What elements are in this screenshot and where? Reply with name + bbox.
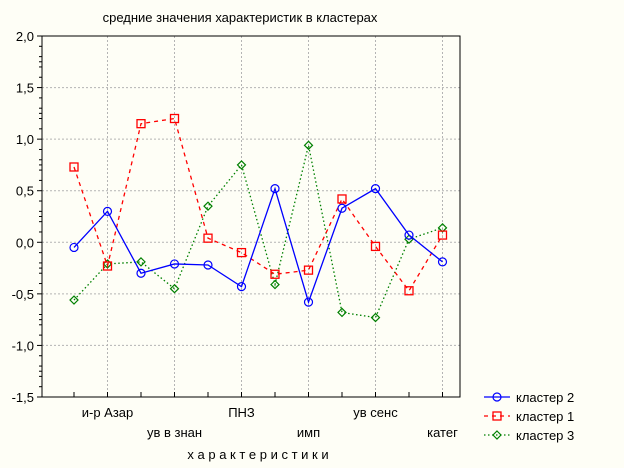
- data-point: [69, 162, 79, 172]
- data-point: [270, 269, 280, 279]
- data-point: [303, 265, 314, 275]
- data-point: [404, 286, 414, 296]
- chart-title: средние значения характеристик в кластер…: [103, 10, 378, 25]
- x-tick-label: ПНЗ: [228, 405, 255, 420]
- data-point: [236, 160, 247, 170]
- data-point: [69, 242, 79, 253]
- data-point: [102, 206, 113, 216]
- data-point: [236, 282, 247, 292]
- data-point: [236, 247, 247, 258]
- data-point: [169, 283, 180, 294]
- data-point: [203, 233, 213, 243]
- data-point: [370, 241, 381, 252]
- y-tick-label: 0,5: [16, 184, 34, 199]
- data-point: [370, 184, 381, 194]
- data-point: [337, 194, 347, 204]
- data-point: [69, 295, 79, 305]
- y-tick-label: 1,5: [16, 81, 34, 96]
- data-point: [136, 257, 146, 267]
- y-tick-label: 0,0: [16, 235, 34, 250]
- data-point: [169, 113, 180, 124]
- y-tick-label: 1,0: [16, 132, 34, 147]
- legend-marker: [492, 411, 502, 421]
- data-point: [437, 230, 448, 240]
- data-point: [136, 268, 146, 278]
- data-point: [270, 279, 280, 290]
- data-point: [437, 257, 448, 267]
- legend-label: кластер 1: [516, 409, 574, 424]
- x-tick-label: ув сенс: [353, 405, 398, 420]
- plot-frame: [41, 35, 461, 398]
- data-point: [303, 140, 314, 151]
- data-point: [169, 259, 180, 269]
- x-axis-label: х а р а к т е р и с т и к и: [187, 447, 328, 462]
- data-point: [136, 119, 146, 129]
- y-tick-label: -1,0: [12, 338, 34, 353]
- legend-marker: [492, 392, 502, 402]
- data-point: [102, 261, 113, 271]
- series-кластер-2: [69, 184, 448, 307]
- legend-marker: [492, 430, 502, 440]
- data-point: [203, 260, 213, 270]
- y-tick-label: -0,5: [12, 287, 34, 302]
- data-point: [337, 307, 347, 318]
- series-кластер-3: [69, 140, 448, 323]
- data-point: [270, 184, 280, 194]
- series-line: [73, 186, 443, 305]
- legend-label: кластер 3: [516, 428, 574, 443]
- data-point: [337, 203, 347, 213]
- series-кластер-1: [69, 113, 448, 296]
- data-point: [437, 222, 448, 233]
- legend-label: кластер 2: [516, 390, 574, 405]
- y-tick-label: -1,5: [12, 390, 34, 405]
- x-tick-label: имп: [297, 425, 320, 440]
- data-point: [303, 297, 314, 307]
- data-point: [404, 230, 414, 240]
- data-point: [203, 201, 213, 212]
- data-point: [370, 312, 381, 323]
- series-line: [73, 117, 444, 292]
- x-tick-label: катег: [427, 425, 458, 440]
- x-tick-label: и-р Азар: [82, 405, 134, 420]
- y-tick-label: 2,0: [16, 29, 34, 44]
- x-tick-label: ув в знан: [147, 425, 202, 440]
